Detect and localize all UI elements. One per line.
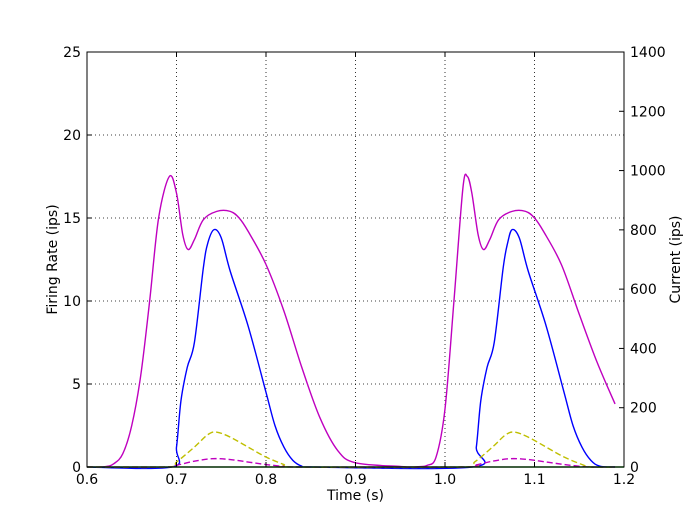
x-tick-label: 1.0	[434, 472, 456, 488]
x-tick-label: 0.9	[344, 472, 366, 488]
y2-tick-label: 800	[630, 223, 657, 239]
y-axis-label: Firing Rate (ips)	[45, 204, 61, 314]
grid	[87, 52, 624, 467]
y2-tick-label: 1200	[630, 104, 666, 120]
series-line-1	[86, 173, 616, 468]
y-tick-label: 5	[72, 377, 81, 393]
y-tick-label: 10	[63, 294, 81, 310]
x-tick-label: 0.6	[76, 472, 98, 488]
y2-tick-label: 200	[630, 401, 657, 417]
y2-tick-label: 0	[630, 460, 639, 476]
x-tick-label: 0.8	[255, 472, 277, 488]
y2-tick-label: 1400	[630, 45, 666, 61]
y-tick-label: 20	[63, 128, 81, 144]
y2-tick-label: 1000	[630, 164, 666, 180]
y-tick-label: 15	[63, 211, 81, 227]
plot-area	[87, 52, 624, 467]
y2-tick-label: 600	[630, 282, 657, 298]
y-tick-label: 0	[72, 460, 81, 476]
y-tick-label: 25	[63, 45, 81, 61]
y2-tick-label: 400	[630, 341, 657, 357]
x-tick-label: 0.7	[165, 472, 187, 488]
x-tick-label: 1.1	[523, 472, 545, 488]
x-tick-label: 1.2	[613, 472, 635, 488]
ticks: 0.6 0.7 0.8 0.9 1.0 1.1 1.20510152025020040060…	[63, 45, 665, 488]
y2-axis-label: Current (ips)	[668, 215, 684, 303]
x-axis-label: Time (s)	[326, 488, 384, 504]
